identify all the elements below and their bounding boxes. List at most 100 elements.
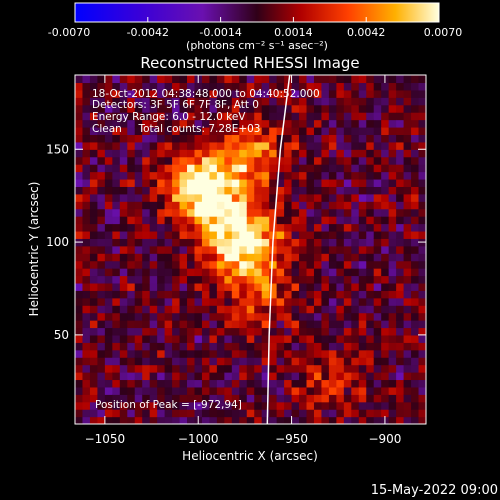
heatmap-cell — [82, 386, 91, 395]
annotation-block: 18-Oct-2012 04:38:48.000 to 04:40:52.000… — [92, 88, 320, 411]
heatmap-cell — [97, 156, 106, 165]
heatmap-cell — [164, 171, 173, 180]
heatmap-cell — [97, 327, 106, 336]
heatmap-cell — [381, 253, 390, 262]
heatmap-cell — [358, 327, 367, 336]
heatmap-cell — [336, 312, 345, 321]
heatmap-cell — [194, 230, 203, 239]
heatmap-cell — [172, 260, 181, 269]
heatmap-cell — [164, 193, 173, 202]
heatmap-cell — [224, 134, 233, 143]
heatmap-cell — [172, 164, 181, 173]
heatmap-cell — [246, 156, 255, 165]
heatmap-cell — [396, 297, 405, 306]
heatmap-cell — [396, 193, 405, 202]
heatmap-cell — [89, 201, 99, 210]
heatmap-cell — [381, 97, 390, 106]
heatmap-cell — [134, 156, 143, 165]
heatmap-cell — [104, 171, 113, 180]
heatmap-cell — [276, 364, 285, 373]
heatmap-cell — [89, 334, 99, 343]
heatmap-cell — [89, 305, 99, 314]
heatmap-cell — [201, 401, 211, 410]
heatmap-cell — [164, 253, 173, 262]
heatmap-cell — [97, 141, 106, 150]
heatmap-cell — [373, 394, 382, 403]
heatmap-cell — [351, 297, 360, 306]
heatmap-cell — [373, 290, 382, 299]
heatmap-cell — [261, 208, 270, 217]
heatmap-cell — [164, 327, 173, 336]
heatmap-cell — [269, 275, 278, 284]
heatmap-cell — [411, 149, 420, 158]
heatmap-cell — [75, 141, 84, 150]
heatmap-cell — [313, 89, 323, 98]
heatmap-cell — [358, 216, 367, 225]
heatmap-cell — [306, 75, 315, 84]
heatmap-cell — [276, 164, 285, 173]
heatmap-cell — [224, 208, 233, 217]
heatmap-cell — [261, 112, 270, 121]
heatmap-cell — [172, 230, 181, 239]
heatmap-cell — [388, 156, 397, 165]
heatmap-cell — [216, 297, 225, 306]
heatmap-cell — [157, 126, 166, 136]
heatmap-cell — [149, 171, 158, 180]
heatmap-cell — [149, 97, 158, 106]
heatmap-cell — [172, 364, 181, 373]
heatmap-cell — [112, 112, 121, 121]
heatmap-cell — [172, 208, 181, 217]
heatmap-cell — [112, 186, 121, 195]
heatmap-cell — [127, 290, 136, 299]
heatmap-cell — [239, 282, 248, 291]
heatmap-cell — [89, 372, 99, 381]
heatmap-cell — [351, 268, 360, 277]
heatmap-cell — [299, 119, 308, 128]
heatmap-cell — [149, 238, 158, 247]
heatmap-cell — [201, 416, 211, 424]
heatmap-cell — [194, 164, 203, 173]
heatmap-cell — [366, 230, 375, 239]
heatmap-cell — [75, 260, 84, 269]
heatmap-cell — [388, 409, 397, 418]
heatmap-cell — [276, 82, 285, 91]
heatmap-cell — [343, 149, 352, 158]
heatmap-cell — [142, 178, 151, 187]
heatmap-cell — [366, 223, 375, 232]
heatmap-cell — [336, 104, 345, 113]
heatmap-cell — [388, 164, 397, 173]
heatmap-cell — [75, 364, 84, 373]
heatmap-cell — [187, 193, 196, 202]
heatmap-cell — [381, 275, 390, 284]
heatmap-cell — [396, 253, 405, 262]
heatmap-cell — [254, 141, 263, 150]
heatmap-cell — [284, 305, 293, 314]
heatmap-cell — [284, 104, 293, 113]
heatmap-cell — [112, 149, 121, 158]
heatmap-cell — [119, 379, 128, 388]
heatmap-cell — [142, 245, 151, 254]
heatmap-cell — [209, 394, 218, 403]
heatmap-cell — [187, 372, 196, 381]
heatmap-cell — [403, 245, 412, 254]
heatmap-cell — [261, 260, 270, 269]
heatmap-cell — [75, 82, 84, 91]
heatmap-cell — [82, 119, 91, 128]
heatmap-cell — [381, 364, 390, 373]
heatmap-cell — [381, 394, 390, 403]
heatmap-cell — [246, 290, 255, 299]
heatmap-cell — [82, 112, 91, 121]
heatmap-cell — [351, 230, 360, 239]
heatmap-cell — [381, 126, 390, 136]
heatmap-cell — [119, 305, 128, 314]
heatmap-cell — [284, 364, 293, 373]
heatmap-cell — [358, 193, 367, 202]
heatmap-cell — [418, 186, 426, 195]
plot-frame — [74, 74, 427, 425]
heatmap-cell — [358, 320, 367, 329]
heatmap-cell — [418, 119, 426, 128]
heatmap-cell — [291, 297, 300, 306]
heatmap-cell — [396, 372, 405, 381]
heatmap-cell — [336, 171, 345, 180]
